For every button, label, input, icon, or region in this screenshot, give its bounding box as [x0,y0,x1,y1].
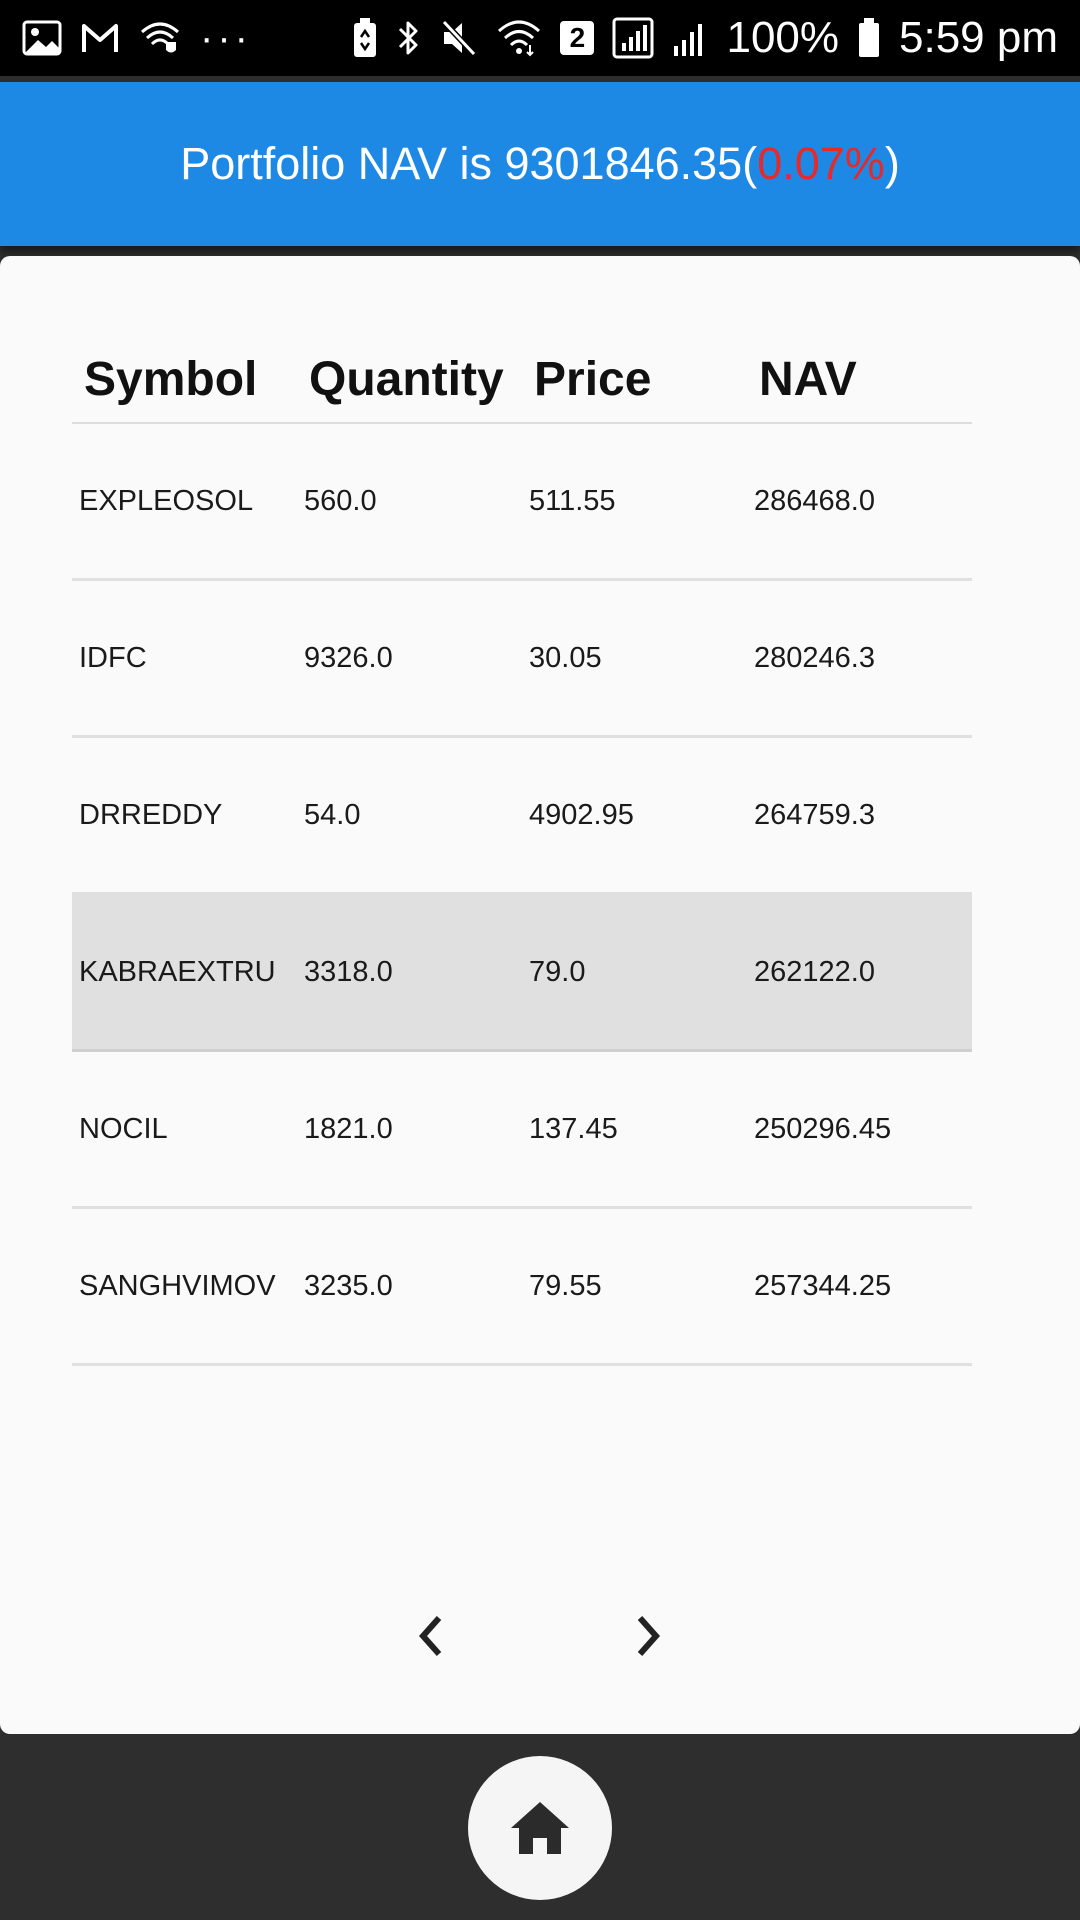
column-header-nav[interactable]: NAV [759,352,857,406]
mute-icon [440,18,478,58]
table-row[interactable]: DRREDDY 54.0 4902.95 264759.3 [72,738,972,895]
column-header-quantity[interactable]: Quantity [309,352,504,406]
cell-quantity: 3235.0 [304,1269,393,1302]
home-icon [511,1802,569,1854]
cell-price: 79.55 [529,1269,602,1302]
holdings-table: Symbol Quantity Price NAV EXPLEOSOL 560.… [72,336,972,1366]
bluetooth-icon [396,17,422,59]
portfolio-nav-suffix: ) [884,138,900,189]
app-header: Portfolio NAV is 9301846.35(0.07%) [0,82,1080,246]
battery-saver-icon [352,17,378,59]
portfolio-nav-prefix: Portfolio NAV is 9301846.35( [180,138,758,189]
cell-symbol: DRREDDY [79,798,223,831]
clock: 5:59 pm [899,13,1058,62]
cell-price: 30.05 [529,641,602,674]
cell-nav: 262122.0 [754,955,875,988]
next-page-button[interactable] [608,1596,688,1676]
table-header-row: Symbol Quantity Price NAV [72,336,972,424]
gmail-icon [80,22,120,54]
chevron-left-icon [418,1616,442,1656]
holdings-card: Symbol Quantity Price NAV EXPLEOSOL 560.… [0,256,1080,1734]
column-header-price[interactable]: Price [534,352,652,406]
battery-percent: 100% [726,13,840,62]
cell-price: 79.0 [529,955,586,988]
table-row[interactable]: IDFC 9326.0 30.05 280246.3 [72,581,972,738]
cell-symbol: EXPLEOSOL [79,484,254,517]
status-bar: ··· 2 100% 5:59 pm [0,0,1080,76]
status-bar-left: ··· [22,16,252,61]
cell-quantity: 9326.0 [304,641,393,674]
signal-strength-icon [612,17,654,59]
cell-nav: 280246.3 [754,641,875,674]
table-row[interactable]: NOCIL 1821.0 137.45 250296.45 [72,1052,972,1209]
cell-symbol: IDFC [79,641,147,674]
sim-badge-label: 2 [569,22,586,53]
more-dots-icon: ··· [200,15,252,60]
battery-icon [857,17,881,59]
cell-symbol: KABRAEXTRU [79,955,276,988]
cell-quantity: 1821.0 [304,1112,393,1145]
table-row-selected[interactable]: KABRAEXTRU 3318.0 79.0 262122.0 [72,895,972,1052]
cell-quantity: 3318.0 [304,955,393,988]
status-bar-right: 2 100% 5:59 pm [352,13,1058,63]
cell-nav: 264759.3 [754,798,875,831]
cell-price: 4902.95 [529,798,634,831]
cell-nav: 286468.0 [754,484,875,517]
cell-nav: 250296.45 [754,1112,892,1145]
cell-symbol: SANGHVIMOV [79,1269,276,1302]
sim-badge: 2 [560,21,595,55]
wifi-icon [496,19,542,57]
portfolio-nav-title: Portfolio NAV is 9301846.35(0.07%) [180,138,900,190]
cell-quantity: 54.0 [304,798,361,831]
home-button[interactable] [468,1756,612,1900]
gallery-icon [22,20,62,56]
column-header-symbol[interactable]: Symbol [84,352,258,406]
table-row[interactable]: SANGHVIMOV 3235.0 79.55 257344.25 [72,1209,972,1366]
cell-quantity: 560.0 [304,484,377,517]
cell-price: 511.55 [529,484,616,517]
previous-page-button[interactable] [391,1596,471,1676]
signal-strength-2-icon [672,18,708,58]
chevron-right-icon [637,1616,661,1656]
cell-symbol: NOCIL [79,1112,168,1145]
portfolio-nav-change: 0.07% [757,138,885,189]
table-row[interactable]: EXPLEOSOL 560.0 511.55 286468.0 [72,424,972,581]
cell-price: 137.45 [529,1112,618,1145]
wifi-secure-icon [138,20,182,56]
cell-nav: 257344.25 [754,1269,892,1302]
pagination [0,1596,1080,1676]
